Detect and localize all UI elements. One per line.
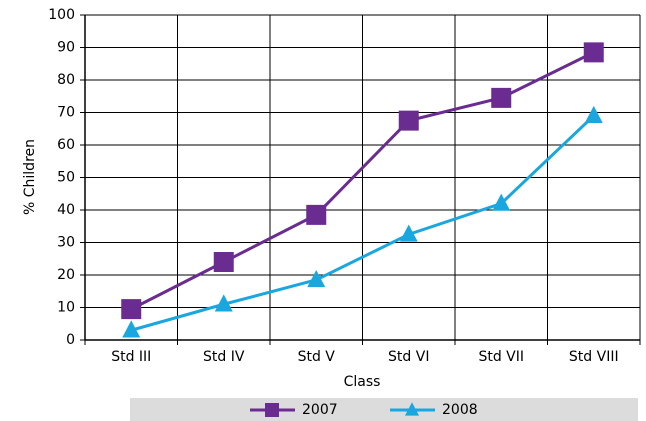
data-point [583, 42, 604, 63]
x-tick-label: Std III [111, 349, 151, 365]
series-line [130, 114, 595, 332]
data-point [307, 269, 326, 288]
y-tick-label: 70 [57, 105, 75, 121]
y-tick-label: 50 [57, 170, 75, 186]
y-tick-label: 60 [57, 137, 75, 153]
legend-label: 2007 [302, 402, 338, 418]
data-point [492, 193, 511, 211]
data-point [121, 299, 142, 320]
y-axis-label: % Children [22, 139, 38, 215]
data-point [491, 87, 512, 108]
x-axis-label: Class [344, 374, 381, 390]
legend-box [130, 398, 638, 421]
data-point [122, 320, 141, 338]
legend-label: 2008 [442, 402, 478, 418]
y-tick-label: 0 [66, 332, 75, 348]
y-tick-label: 100 [48, 7, 75, 23]
x-tick-label: Std V [298, 349, 336, 365]
y-tick-label: 10 [57, 300, 75, 316]
y-tick-label: 40 [57, 202, 75, 218]
data-point [398, 110, 419, 131]
x-tick-label: Std IV [203, 349, 245, 365]
legend-marker [405, 402, 419, 416]
x-tick-label: Std VII [478, 349, 524, 365]
data-point [214, 294, 233, 312]
legend-marker [265, 403, 279, 417]
data-point [213, 252, 234, 272]
x-tick-label: Std VIII [569, 349, 619, 365]
x-tick-label: Std VI [388, 349, 429, 365]
data-point [584, 105, 603, 123]
y-tick-label: 80 [57, 72, 75, 88]
y-tick-label: 20 [57, 267, 75, 283]
y-tick-label: 90 [57, 40, 75, 56]
series-line [130, 51, 595, 311]
data-point [399, 224, 418, 242]
y-tick-label: 30 [57, 235, 75, 251]
data-point [306, 204, 327, 225]
